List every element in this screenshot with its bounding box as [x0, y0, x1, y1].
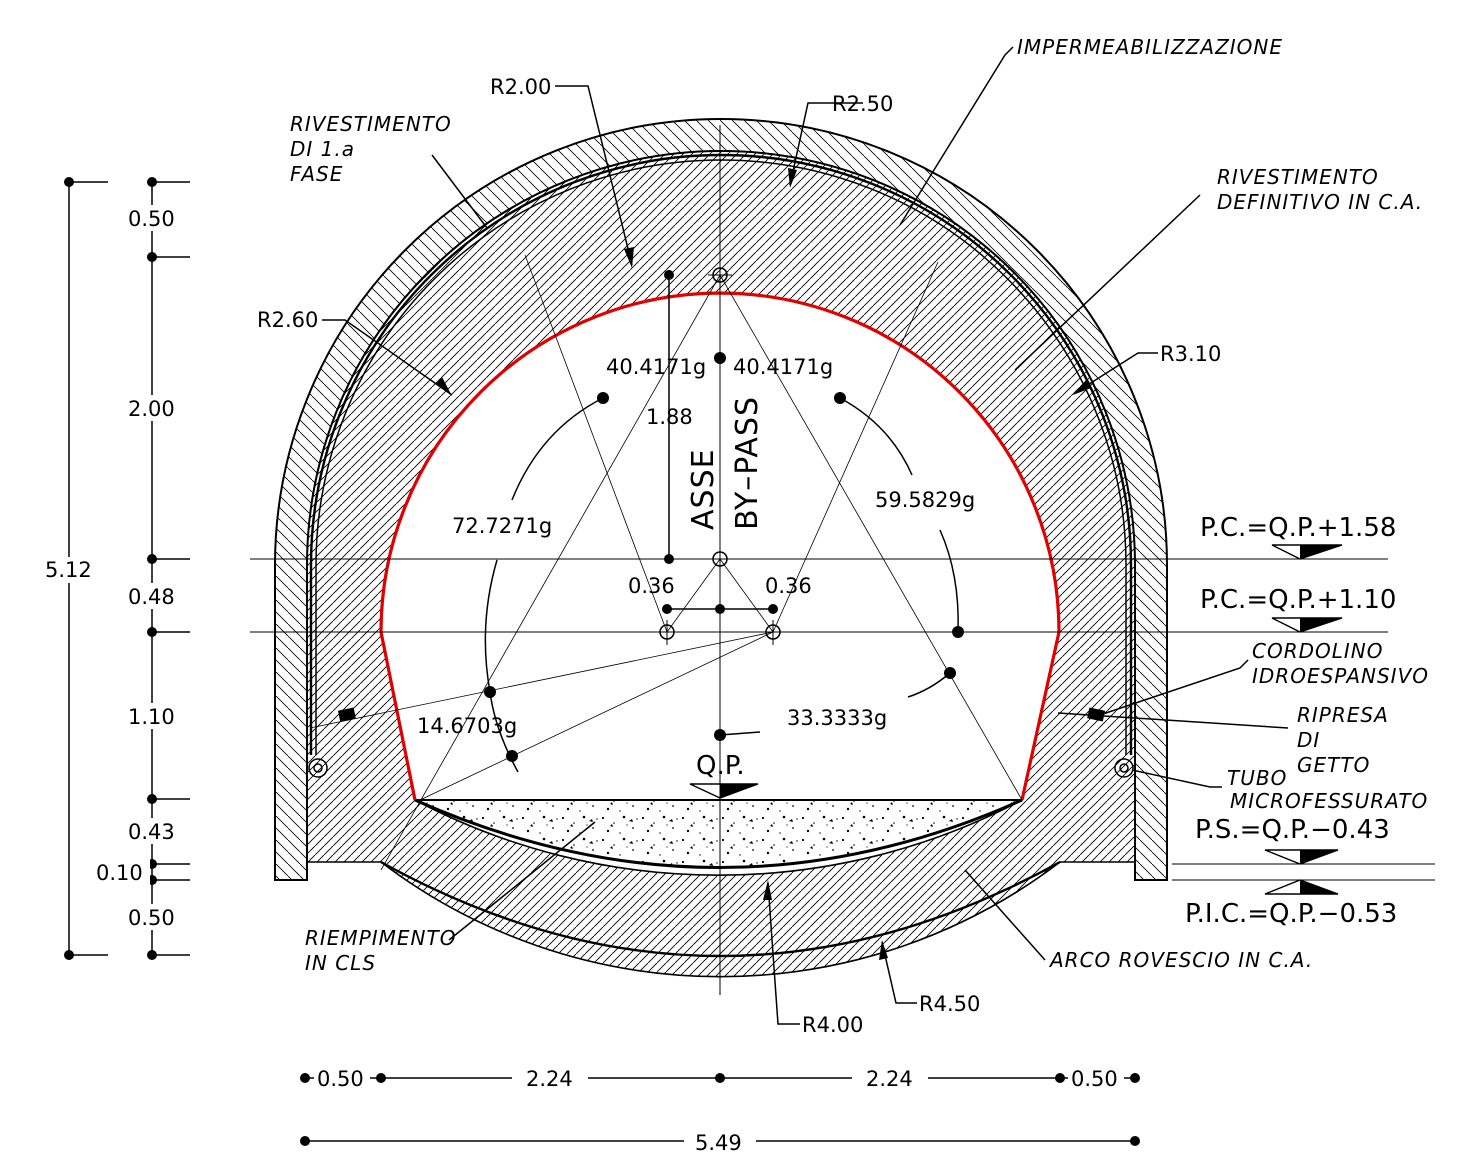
radius-r4-50: R4.50: [919, 992, 980, 1016]
label-tubo-line1: TUBO: [1227, 766, 1287, 790]
vdim-5: 0.10: [96, 861, 143, 885]
radius-r2-00: R2.00: [490, 75, 551, 99]
label-rivestimento-definitivo-line2: DEFINITIVO IN C.A.: [1217, 190, 1423, 214]
label-cordolino-line1: CORDOLINO: [1252, 639, 1384, 663]
label-ripresa-line1: RIPRESA: [1297, 703, 1389, 727]
hdim-total: 5.49: [695, 1131, 742, 1155]
dim-offset-right: 0.36: [765, 574, 812, 598]
label-ripresa-line3: GETTO: [1297, 753, 1370, 777]
label-cordolino-line2: IDROESPANSIVO: [1252, 664, 1429, 688]
label-ripresa-line2: DI: [1297, 728, 1320, 752]
angle-arcs: [484, 397, 959, 773]
first-phase-lining: [274, 118, 1168, 881]
angle-right: 59.5829g: [875, 488, 975, 512]
level-pc2: P.C.=Q.P.+1.10: [1200, 585, 1396, 615]
dim-1-88: 1.88: [646, 405, 693, 429]
construction-lines: [309, 254, 1023, 871]
label-rivestimento-1a-line3: FASE: [290, 162, 343, 186]
level-ps: P.S.=Q.P.−0.43: [1195, 815, 1390, 845]
horizontal-dimensions: 0.50 2.24 2.24 0.50 5.49: [300, 1066, 1140, 1156]
angle-points: [484, 352, 964, 762]
hdim-2: 2.24: [866, 1067, 913, 1091]
leader-arrows: [436, 168, 1091, 960]
vdim-1: 2.00: [128, 397, 175, 421]
level-pc1: P.C.=Q.P.+1.58: [1200, 513, 1396, 543]
angle-low-left: 14.6703g: [417, 714, 517, 738]
label-riempimento-line2: IN CLS: [305, 951, 376, 975]
label-rivestimento-1a-line2: DI 1.a: [290, 137, 355, 161]
drain-pipes: [308, 707, 1134, 778]
label-riempimento-line1: RIEMPIMENTO: [305, 926, 456, 950]
vdim-4: 0.43: [128, 820, 175, 844]
reference-lines: [250, 125, 1435, 995]
axis-label-asse: ASSE: [686, 448, 721, 530]
vdim-0: 0.50: [128, 207, 175, 231]
level-markers: P.C.=Q.P.+1.58 P.C.=Q.P.+1.10 P.S.=Q.P.−…: [1185, 513, 1397, 929]
angle-right-top: 40.4171g: [733, 355, 833, 379]
vdim-3: 1.10: [128, 705, 175, 729]
dim-offset-left: 0.36: [628, 574, 675, 598]
hdim-3: 0.50: [1071, 1067, 1118, 1091]
qp-marker: Q.P.: [689, 751, 759, 799]
hdim-0: 0.50: [317, 1067, 364, 1091]
label-tubo-line2: MICROFESSURATO: [1230, 789, 1428, 813]
radius-r2-50: R2.50: [832, 92, 893, 116]
leaders: [322, 46, 1289, 1025]
qp-label: Q.P.: [696, 751, 745, 781]
label-arco-rovescio: ARCO ROVESCIO IN C.A.: [1048, 948, 1313, 972]
angle-low-right: 33.3333g: [787, 706, 887, 730]
vertical-dimensions: 5.12 0.50 2.00 0.48 1.10 0.43 0.10 0.50: [40, 177, 190, 960]
radius-r2-60: R2.60: [257, 308, 318, 332]
level-pic: P.I.C.=Q.P.−0.53: [1185, 899, 1397, 929]
radius-r3-10: R3.10: [1160, 342, 1221, 366]
arc-centers: [659, 267, 781, 645]
angle-left: 72.7271g: [452, 514, 552, 538]
axis-label-bypass: BY–PASS: [730, 396, 765, 530]
waterproofing-membrane: [309, 153, 1133, 755]
label-impermeabilizzazione: IMPERMEABILIZZAZIONE: [1017, 35, 1283, 59]
vdim-2: 0.48: [128, 585, 175, 609]
label-rivestimento-1a-line1: RIVESTIMENTO: [290, 112, 452, 136]
label-rivestimento-definitivo-line1: RIVESTIMENTO: [1217, 165, 1379, 189]
angle-left-top: 40.4171g: [606, 355, 706, 379]
hdim-1: 2.24: [526, 1067, 573, 1091]
radius-r4-00: R4.00: [802, 1013, 863, 1037]
vdim-total: 5.12: [45, 558, 92, 582]
vdim-6: 0.50: [128, 906, 175, 930]
